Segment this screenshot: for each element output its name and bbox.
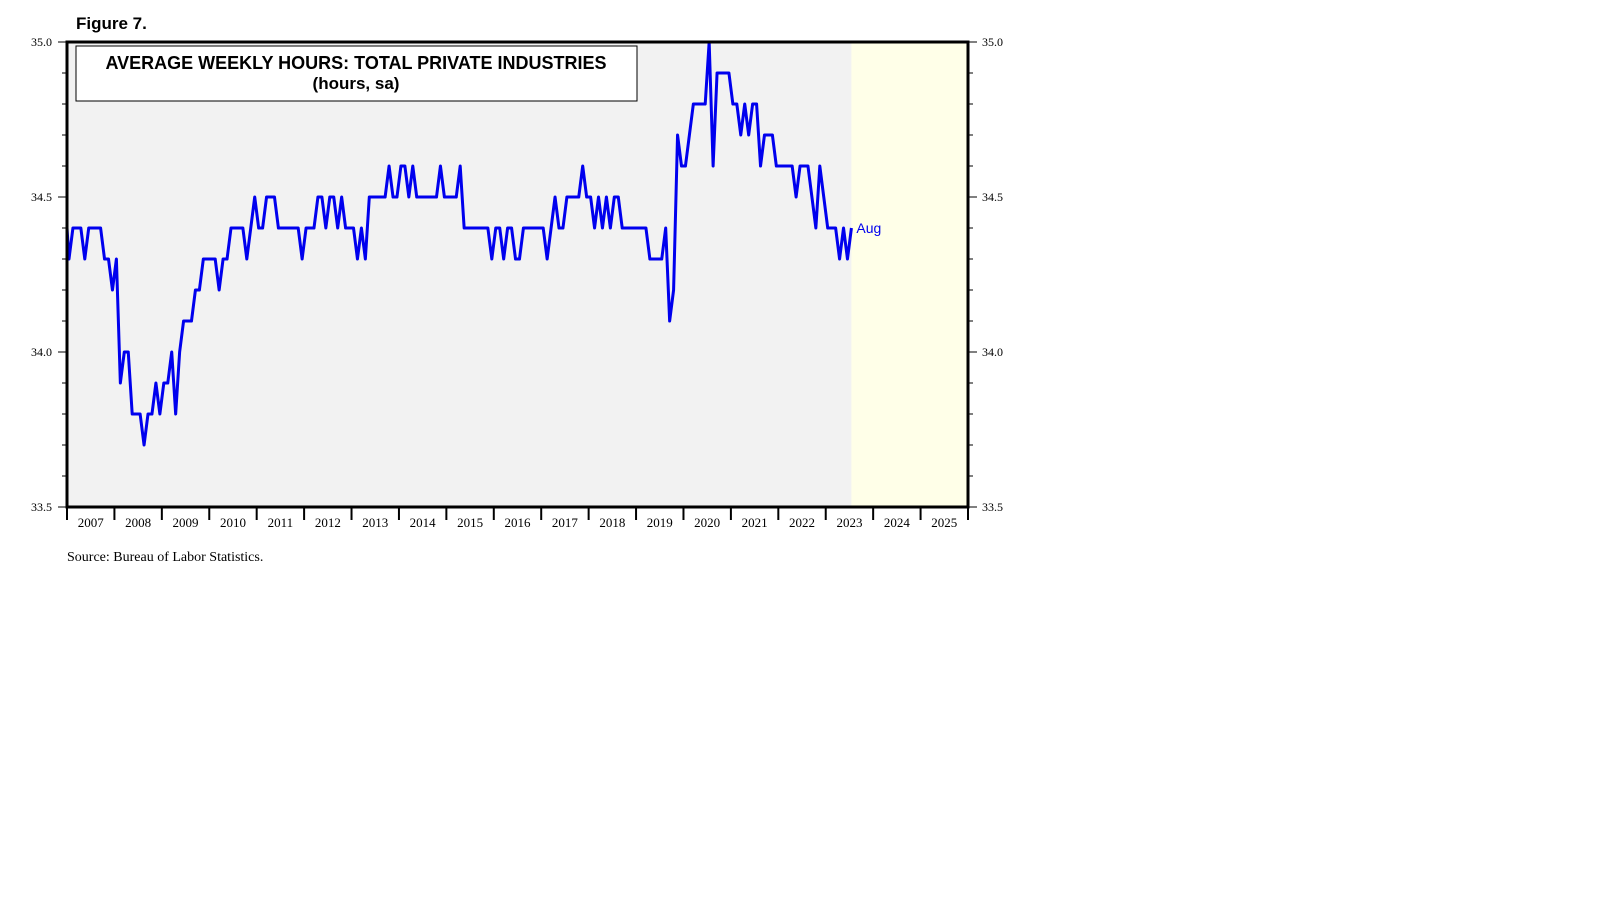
y-tick-label-left: 35.0 bbox=[31, 35, 52, 49]
x-tick-label: 2024 bbox=[884, 515, 911, 530]
source-note: Source: Bureau of Labor Statistics. bbox=[67, 550, 263, 565]
y-tick-label-left: 34.5 bbox=[31, 190, 52, 204]
chart-title: AVERAGE WEEKLY HOURS: TOTAL PRIVATE INDU… bbox=[105, 53, 606, 73]
x-tick-label: 2017 bbox=[552, 515, 579, 530]
x-tick-label: 2025 bbox=[931, 515, 957, 530]
chart-title-box: AVERAGE WEEKLY HOURS: TOTAL PRIVATE INDU… bbox=[75, 45, 638, 102]
x-tick-label: 2013 bbox=[362, 515, 388, 530]
x-tick-label: 2007 bbox=[78, 515, 105, 530]
chart-subtitle: (hours, sa) bbox=[313, 74, 400, 93]
y-tick-label-right: 33.5 bbox=[982, 500, 1003, 514]
x-tick-label: 2018 bbox=[599, 515, 625, 530]
x-tick-label: 2009 bbox=[173, 515, 199, 530]
x-tick-label: 2014 bbox=[410, 515, 437, 530]
y-tick-label-right: 35.0 bbox=[982, 35, 1003, 49]
title-box bbox=[75, 45, 638, 102]
y-tick-label-left: 33.5 bbox=[31, 500, 52, 514]
last-point-label: Aug bbox=[856, 220, 881, 236]
history-shading bbox=[67, 42, 852, 507]
axis-ticks: 33.5 33.5 34.0 34.0 34.5 34.5 35.0 35.0 2007 2008… bbox=[31, 35, 1003, 530]
plot-frame bbox=[65, 40, 970, 509]
y-tick-label-right: 34.0 bbox=[982, 345, 1003, 359]
y-tick-label-right: 34.5 bbox=[982, 190, 1003, 204]
series-line-weekly-hours bbox=[65, 40, 853, 447]
y-tick-label-left: 34.0 bbox=[31, 345, 52, 359]
figure-label: Figure 7. bbox=[76, 14, 147, 33]
x-tick-label: 2019 bbox=[647, 515, 673, 530]
x-tick-label: 2010 bbox=[220, 515, 246, 530]
x-tick-label: 2023 bbox=[836, 515, 862, 530]
x-tick-label: 2012 bbox=[315, 515, 341, 530]
x-tick-label: 2008 bbox=[125, 515, 151, 530]
x-tick-label: 2015 bbox=[457, 515, 483, 530]
x-tick-label: 2021 bbox=[742, 515, 768, 530]
x-tick-label: 2020 bbox=[694, 515, 720, 530]
x-tick-label: 2016 bbox=[505, 515, 532, 530]
x-tick-label: 2022 bbox=[789, 515, 815, 530]
x-tick-label: 2011 bbox=[268, 515, 294, 530]
